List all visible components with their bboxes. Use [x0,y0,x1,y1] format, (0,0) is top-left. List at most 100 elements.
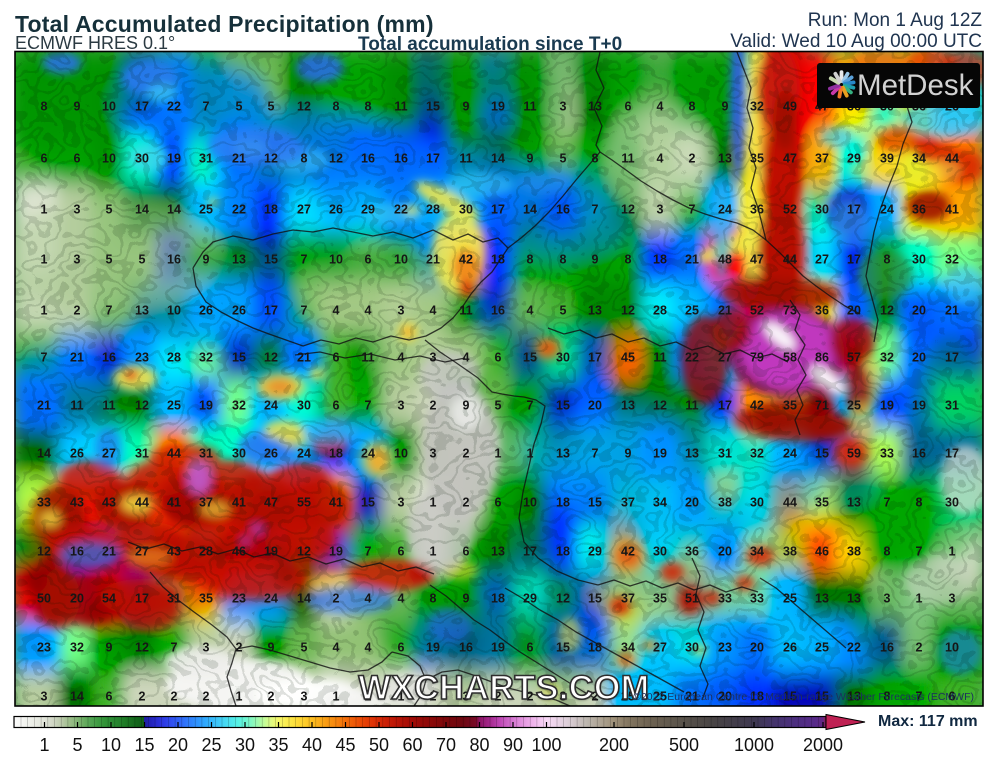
svg-text:20: 20 [718,545,732,559]
svg-text:35: 35 [815,496,829,510]
svg-text:26: 26 [232,304,246,318]
svg-text:27: 27 [653,641,667,655]
svg-text:3: 3 [74,253,81,267]
svg-text:30: 30 [232,447,246,461]
svg-text:12: 12 [264,351,278,365]
svg-text:28: 28 [426,203,440,217]
svg-text:47: 47 [750,253,764,267]
svg-text:80: 80 [469,735,489,755]
svg-text:25: 25 [685,304,699,318]
svg-text:13: 13 [815,592,829,606]
svg-text:16: 16 [556,203,570,217]
svg-text:11: 11 [70,399,83,413]
svg-text:11: 11 [621,152,634,166]
svg-text:5: 5 [139,253,146,267]
svg-text:15: 15 [232,351,246,365]
svg-text:58: 58 [783,351,797,365]
svg-text:12: 12 [621,203,635,217]
svg-text:20: 20 [847,304,861,318]
svg-text:13: 13 [556,447,570,461]
svg-text:12: 12 [880,304,894,318]
svg-text:3: 3 [560,690,567,704]
svg-text:7: 7 [365,399,372,413]
svg-text:1: 1 [41,304,48,318]
svg-text:4: 4 [365,641,372,655]
svg-text:18: 18 [329,447,343,461]
svg-text:12: 12 [264,152,278,166]
svg-text:32: 32 [750,447,764,461]
svg-text:6: 6 [949,690,956,704]
svg-text:7: 7 [301,253,308,267]
svg-text:30: 30 [235,735,255,755]
svg-text:21: 21 [718,304,732,318]
svg-text:19: 19 [880,399,894,413]
svg-text:20: 20 [588,399,602,413]
svg-text:200: 200 [599,735,629,755]
svg-text:16: 16 [459,641,473,655]
svg-text:5: 5 [495,399,502,413]
svg-text:5: 5 [560,152,567,166]
svg-text:2: 2 [333,592,340,606]
svg-text:4: 4 [463,351,470,365]
svg-text:12: 12 [621,304,635,318]
svg-text:60: 60 [402,735,422,755]
svg-text:4: 4 [365,592,372,606]
svg-text:3: 3 [560,100,567,114]
svg-text:8: 8 [916,496,923,510]
svg-text:9: 9 [203,253,210,267]
svg-text:20: 20 [168,735,188,755]
svg-text:15: 15 [556,399,570,413]
svg-text:23: 23 [718,641,732,655]
svg-text:45: 45 [335,735,355,755]
svg-text:33: 33 [880,447,894,461]
svg-text:36: 36 [912,203,926,217]
svg-text:37: 37 [621,496,635,510]
svg-text:15: 15 [815,447,829,461]
svg-text:13: 13 [847,690,861,704]
svg-text:43: 43 [102,496,116,510]
svg-text:29: 29 [588,545,602,559]
svg-text:49: 49 [783,100,797,114]
svg-text:41: 41 [945,203,959,217]
svg-text:21: 21 [37,399,51,413]
svg-text:27: 27 [815,253,829,267]
svg-text:33: 33 [750,592,764,606]
svg-text:7: 7 [365,545,372,559]
svg-text:31: 31 [199,152,213,166]
svg-text:22: 22 [232,203,246,217]
svg-text:29: 29 [361,203,375,217]
svg-text:20: 20 [750,641,764,655]
svg-text:20: 20 [912,304,926,318]
svg-text:23: 23 [37,641,51,655]
svg-text:25: 25 [199,203,213,217]
svg-text:27: 27 [135,545,149,559]
svg-text:MetDesk: MetDesk [857,69,974,102]
svg-text:41: 41 [329,496,343,510]
svg-text:35: 35 [783,399,797,413]
svg-text:1: 1 [495,447,502,461]
svg-text:11: 11 [685,399,698,413]
svg-text:7: 7 [527,399,534,413]
svg-text:17: 17 [945,351,959,365]
svg-text:25: 25 [783,592,797,606]
svg-text:30: 30 [750,496,764,510]
svg-text:17: 17 [945,447,959,461]
svg-text:7: 7 [203,100,210,114]
svg-text:16: 16 [394,152,408,166]
svg-text:13: 13 [847,592,861,606]
svg-text:17: 17 [847,203,861,217]
svg-text:2: 2 [527,690,534,704]
svg-text:19: 19 [329,545,343,559]
svg-text:52: 52 [783,203,797,217]
svg-text:52: 52 [750,304,764,318]
svg-text:26: 26 [329,203,343,217]
svg-text:3: 3 [657,203,664,217]
svg-text:48: 48 [718,253,732,267]
svg-text:14: 14 [37,447,51,461]
svg-text:13: 13 [232,253,246,267]
svg-text:17: 17 [264,304,278,318]
svg-text:45: 45 [621,351,635,365]
svg-text:51: 51 [685,592,699,606]
svg-text:37: 37 [815,152,829,166]
svg-text:19: 19 [199,399,213,413]
